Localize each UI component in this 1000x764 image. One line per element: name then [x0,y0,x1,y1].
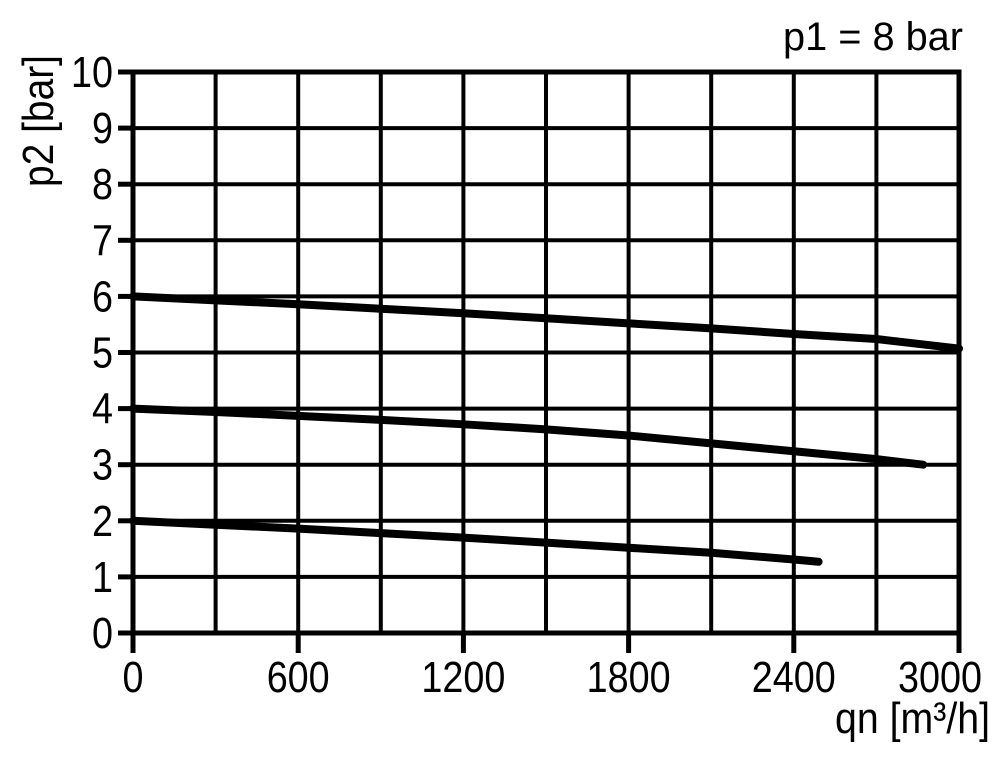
y-tick-label: 1 [92,553,113,602]
y-tick-label: 10 [71,48,113,97]
y-tick-label: 8 [92,160,113,209]
y-axis-label: p2 [bar] [14,55,63,187]
y-tick-label: 0 [92,609,113,658]
x-tick-label: 600 [267,653,330,702]
x-tick-label: 1800 [587,653,671,702]
x-tick-label: 0 [123,653,144,702]
y-tick-labels: 0 1 2 3 4 5 6 7 8 9 10 [71,48,113,658]
y-tick-label: 6 [92,272,113,321]
y-tick-label: 4 [92,385,113,434]
y-tick-label: 3 [92,441,113,490]
axis-ticks [118,69,962,653]
y-tick-label: 5 [92,329,113,378]
pressure-curve [129,404,928,469]
pressure-curves [129,292,963,566]
x-tick-labels: 0 600 1200 1800 2400 3000 [123,653,983,702]
y-tick-label: 2 [92,497,113,546]
y-tick-label: 7 [92,216,113,265]
pressure-curve [129,516,823,566]
annotation-p1: p1 = 8 bar [783,15,963,59]
x-tick-label: 1200 [421,653,505,702]
x-tick-label: 2400 [752,653,836,702]
grid-lines [131,70,961,635]
pressure-curve [129,292,963,353]
x-tick-label: 3000 [898,653,982,702]
y-tick-label: 9 [92,104,113,153]
x-axis-label: qn [m³/h] [835,694,990,743]
